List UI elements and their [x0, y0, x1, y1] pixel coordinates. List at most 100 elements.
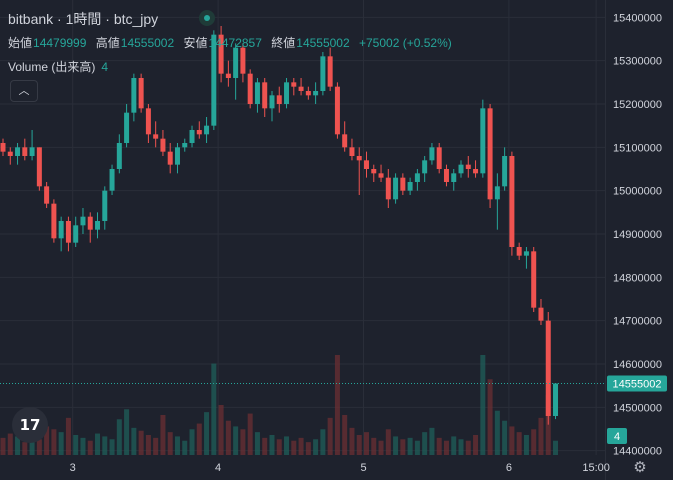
candle	[320, 52, 326, 96]
volume-bar	[320, 429, 326, 455]
candle	[36, 147, 42, 191]
volume-bar	[44, 426, 50, 455]
candle-body	[44, 186, 50, 204]
volume-bar	[429, 427, 435, 455]
low-value: 14472857	[208, 36, 262, 50]
candle	[356, 147, 362, 195]
candle-body	[218, 34, 224, 74]
close-value: 14555002	[296, 36, 350, 50]
candles	[0, 26, 559, 425]
axis-value-labels: 14555002 4	[607, 375, 667, 444]
volume-bar	[298, 437, 304, 455]
candle	[204, 117, 210, 143]
volume-bar	[422, 432, 428, 455]
candle	[167, 143, 173, 174]
x-tick-label: 3	[70, 462, 76, 474]
time-axis[interactable]: 3 4 5 6 15:00	[70, 462, 610, 474]
candle-body	[385, 177, 391, 200]
volume-bar	[349, 427, 355, 455]
candle-body	[254, 82, 260, 104]
volume-bar	[342, 415, 348, 455]
y-tick-label: 14600000	[613, 359, 662, 371]
high-label: 高値	[95, 36, 120, 50]
candle	[7, 147, 13, 165]
tradingview-logo-icon[interactable]: 17	[12, 407, 48, 443]
candle	[473, 160, 479, 178]
gear-icon[interactable]: ⚙	[633, 459, 647, 476]
candle-body	[247, 73, 253, 104]
volume-bar	[276, 439, 282, 455]
volume-bar	[7, 433, 13, 455]
volume-bar	[305, 442, 311, 455]
candle	[400, 173, 406, 195]
low-label: 安値	[183, 36, 208, 50]
candle	[240, 43, 246, 83]
candle	[531, 247, 537, 312]
candle-body	[516, 247, 522, 256]
chevron-up-icon[interactable]: ︿	[10, 80, 38, 102]
volume-bar	[356, 435, 362, 455]
volume-bar	[407, 437, 413, 455]
candle	[364, 151, 369, 178]
candle-body	[174, 147, 180, 165]
candle	[538, 299, 544, 325]
candle	[523, 247, 529, 269]
volume-bar	[371, 437, 377, 455]
candle-body	[276, 95, 282, 104]
price-axis[interactable]: 15400000 15300000 15200000 15100000 15000000…	[613, 12, 662, 457]
candle-body	[436, 147, 442, 169]
volume-bar	[480, 355, 486, 455]
volume-bar	[189, 429, 195, 455]
candle-body	[65, 221, 71, 243]
candle	[451, 169, 457, 191]
volume-legend: Volume (出来高) 4	[8, 58, 108, 75]
candle-body	[487, 108, 493, 200]
candle	[22, 138, 28, 161]
volume-bar	[291, 440, 297, 455]
volume-bar	[284, 436, 290, 455]
candle-body	[531, 251, 537, 308]
candle	[131, 73, 137, 122]
y-tick-label: 14900000	[613, 229, 662, 241]
volume-bar	[516, 432, 522, 455]
volume-bar	[58, 432, 64, 455]
candle	[545, 312, 551, 425]
candle	[371, 164, 377, 182]
candle	[443, 164, 449, 187]
x-tick-label: 5	[360, 462, 366, 474]
candle	[254, 78, 260, 113]
candle-body	[393, 177, 399, 200]
candle-body	[0, 143, 6, 152]
volume-bar	[131, 427, 137, 455]
candle-body	[51, 203, 57, 239]
volume-bar	[109, 439, 115, 455]
x-tick-label: 6	[506, 462, 512, 474]
candle	[429, 143, 435, 165]
candle-body	[196, 130, 202, 135]
candle	[414, 169, 420, 191]
candle-body	[124, 112, 130, 143]
open-label: 始値	[8, 36, 33, 50]
candle-body	[87, 216, 93, 230]
candle	[15, 143, 21, 165]
candle-body	[465, 164, 471, 169]
candle	[65, 216, 71, 252]
candle	[407, 177, 413, 195]
candle	[58, 216, 64, 252]
candle	[305, 86, 311, 100]
y-tick-label: 15200000	[613, 99, 662, 111]
candle-body	[116, 143, 122, 169]
candle-body	[545, 320, 551, 416]
volume-bar	[51, 429, 57, 455]
volume-bar	[553, 440, 559, 455]
candle-body	[291, 82, 297, 87]
candle	[487, 104, 493, 208]
candle-body	[356, 156, 362, 161]
candle	[196, 121, 202, 139]
volume-bar	[87, 440, 93, 455]
candle	[0, 138, 6, 156]
candle	[436, 143, 442, 174]
volume-bar	[531, 429, 537, 455]
candle	[80, 208, 86, 234]
